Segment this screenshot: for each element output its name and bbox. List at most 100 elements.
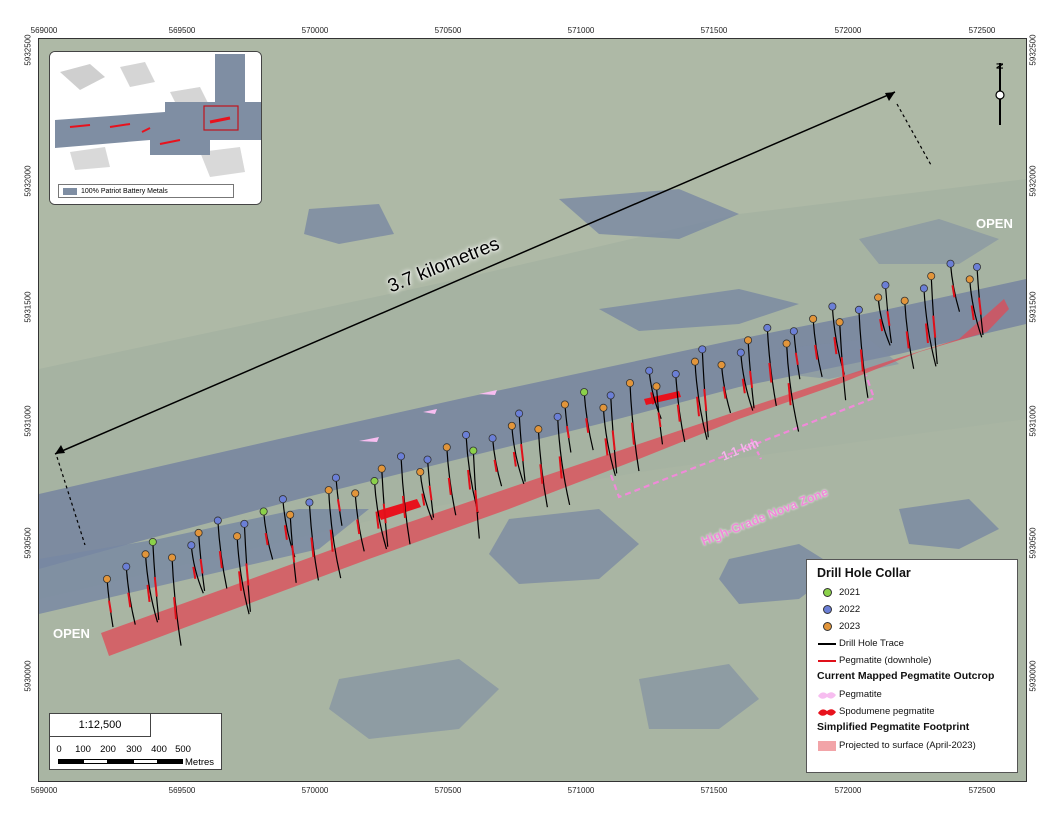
easting-tick-top: 572500 xyxy=(968,26,996,35)
drill-collar xyxy=(462,430,471,439)
legend-item-2022: 2022 xyxy=(815,601,1009,618)
pegmatite-intercept xyxy=(291,545,296,563)
drill-collar xyxy=(691,357,700,366)
inset-legend-label: 100% Patriot Battery Metals xyxy=(81,187,168,195)
easting-tick-bottom: 572500 xyxy=(968,786,996,795)
inset-legend-swatch xyxy=(63,187,77,195)
pegmatite-intercept xyxy=(402,495,406,519)
pegmatite-intercept xyxy=(264,532,269,546)
drill-collar xyxy=(240,519,249,528)
drill-collar xyxy=(645,366,654,375)
legend-item-2023: 2023 xyxy=(815,618,1009,635)
arrowhead-right xyxy=(885,92,895,101)
pegmatite-outcrop xyxy=(359,437,379,442)
pegmatite-intercept xyxy=(539,464,544,484)
inset-map[interactable]: 100% Patriot Battery Metals xyxy=(49,51,262,205)
northing-tick-right: 5931500 xyxy=(1028,291,1038,323)
drill-collar xyxy=(233,532,242,541)
drill-collar xyxy=(168,553,177,562)
easting-tick-bottom: 570500 xyxy=(434,786,462,795)
drill-collar xyxy=(874,293,883,302)
drill-hole-trace xyxy=(419,471,433,521)
collar-2021-icon xyxy=(822,588,832,597)
drill-hole-trace xyxy=(877,297,891,346)
pegmatite-intercept xyxy=(447,477,452,495)
northing-tick-left: 5930500 xyxy=(23,527,33,559)
legend-footprint-title: Simplified Pegmatite Footprint xyxy=(817,721,970,733)
pegmatite-intercept xyxy=(768,362,773,383)
pegmatite-intercept xyxy=(924,323,929,344)
zone-bracket xyxy=(609,374,876,499)
pegmatite-intercept xyxy=(238,571,243,591)
drill-collar xyxy=(377,464,386,473)
pegmatite-footprint xyxy=(101,299,1009,656)
collar-2023-icon xyxy=(822,622,832,631)
drill-collar xyxy=(469,446,478,455)
scale-tick-label: 300 xyxy=(126,744,142,755)
drill-collar xyxy=(736,348,745,357)
drill-collar xyxy=(606,391,615,400)
pegmatite-intercept xyxy=(886,311,891,326)
pegmatite-intercept xyxy=(558,456,563,479)
drill-hole-trace xyxy=(785,343,800,432)
pegmatite-intercept xyxy=(794,352,799,365)
arrowhead-left xyxy=(55,445,65,454)
drill-collar xyxy=(324,486,333,495)
pegmatite-intercept xyxy=(650,392,655,405)
drill-hole-trace xyxy=(694,361,708,440)
drill-collar xyxy=(919,284,928,293)
drill-collar xyxy=(351,489,360,498)
drill-hole-trace xyxy=(144,554,159,623)
drill-collar xyxy=(187,541,196,550)
drill-collar xyxy=(782,339,791,348)
spodumene-outcrop xyxy=(377,499,421,520)
map-legend: Drill Hole Collar 2021 2022 2023 Drill H… xyxy=(806,559,1018,773)
pegmatite-intercept xyxy=(978,297,982,315)
pegmatite-outcrop xyxy=(423,409,437,414)
drill-collar xyxy=(946,259,955,268)
pegmatite-intercept xyxy=(840,357,845,377)
pegmatite-intercept xyxy=(421,493,426,506)
pegmatite-intercept xyxy=(970,305,975,321)
drill-collar xyxy=(278,495,287,504)
drill-holes xyxy=(103,259,984,646)
spodumene-outcrop-icon xyxy=(818,708,836,716)
pegmatite-intercept xyxy=(382,503,387,524)
drill-hole-trace xyxy=(969,279,983,338)
inset-canvas xyxy=(50,52,261,204)
pegmatite-intercept xyxy=(787,383,792,406)
pegmatite-intercept xyxy=(905,331,910,349)
pegmatite-intercept xyxy=(310,537,315,558)
drill-collar xyxy=(671,370,680,379)
pegmatite-intercept xyxy=(703,388,708,412)
scale-ratio: 1:12,500 xyxy=(50,714,151,737)
drill-hole-trace xyxy=(190,545,204,594)
drill-collar xyxy=(900,296,909,305)
drill-collar xyxy=(396,452,405,461)
drill-collar xyxy=(927,272,936,281)
drill-collar xyxy=(507,421,516,430)
drill-collar xyxy=(698,345,707,354)
pegmatite-intercept xyxy=(146,584,151,603)
inset-legend: 100% Patriot Battery Metals xyxy=(58,184,234,198)
drill-collar xyxy=(148,537,157,546)
drill-collar xyxy=(599,403,608,412)
northing-tick-right: 5930000 xyxy=(1028,660,1038,692)
drill-collar xyxy=(828,302,837,311)
pegmatite-intercept xyxy=(630,422,635,445)
drill-collar xyxy=(286,510,295,519)
pegmatite-intercept xyxy=(375,511,380,529)
drill-collar xyxy=(965,275,974,284)
drill-hole-trace xyxy=(923,288,937,367)
drill-collar xyxy=(122,562,131,571)
pegmatite-intercept xyxy=(696,396,700,417)
pegmatite-intercept xyxy=(859,349,864,372)
pegmatite-intercept xyxy=(676,404,681,422)
pegmatite-intercept xyxy=(512,451,517,467)
northing-tick-left: 5931500 xyxy=(23,291,33,323)
drill-collar xyxy=(534,425,543,434)
legend-outcrop-title: Current Mapped Pegmatite Outcrop xyxy=(817,670,995,682)
drill-collar xyxy=(423,455,432,464)
easting-tick-bottom: 569000 xyxy=(30,786,58,795)
drill-collar xyxy=(580,388,589,397)
